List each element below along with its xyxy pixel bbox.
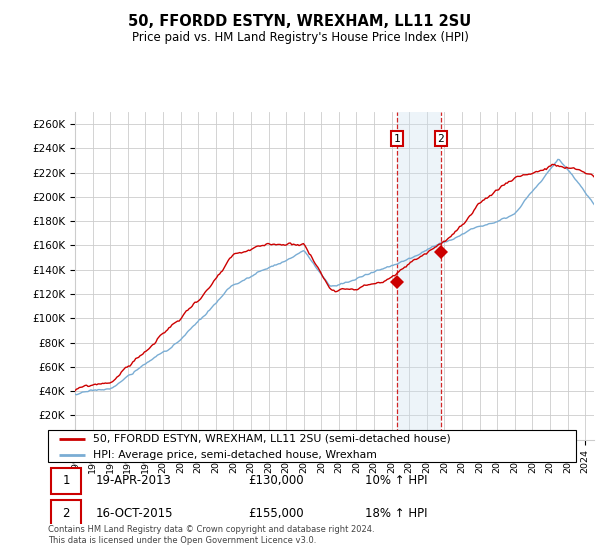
Text: 19-APR-2013: 19-APR-2013 xyxy=(95,474,172,487)
Text: 1: 1 xyxy=(394,134,400,144)
Text: £130,000: £130,000 xyxy=(248,474,304,487)
Text: 2: 2 xyxy=(437,134,445,144)
Text: Contains HM Land Registry data © Crown copyright and database right 2024.
This d: Contains HM Land Registry data © Crown c… xyxy=(48,525,374,545)
Text: 10% ↑ HPI: 10% ↑ HPI xyxy=(365,474,427,487)
Text: 16-OCT-2015: 16-OCT-2015 xyxy=(95,506,173,520)
Text: 2: 2 xyxy=(62,506,70,520)
Text: 50, FFORDD ESTYN, WREXHAM, LL11 2SU (semi-detached house): 50, FFORDD ESTYN, WREXHAM, LL11 2SU (sem… xyxy=(93,433,451,444)
FancyBboxPatch shape xyxy=(48,430,576,462)
Text: Price paid vs. HM Land Registry's House Price Index (HPI): Price paid vs. HM Land Registry's House … xyxy=(131,31,469,44)
FancyBboxPatch shape xyxy=(50,468,81,493)
Bar xyxy=(397,112,441,440)
Text: 1: 1 xyxy=(62,474,70,487)
Text: 18% ↑ HPI: 18% ↑ HPI xyxy=(365,506,427,520)
Text: £155,000: £155,000 xyxy=(248,506,304,520)
Text: 50, FFORDD ESTYN, WREXHAM, LL11 2SU: 50, FFORDD ESTYN, WREXHAM, LL11 2SU xyxy=(128,14,472,29)
FancyBboxPatch shape xyxy=(50,500,81,526)
Text: HPI: Average price, semi-detached house, Wrexham: HPI: Average price, semi-detached house,… xyxy=(93,450,377,460)
